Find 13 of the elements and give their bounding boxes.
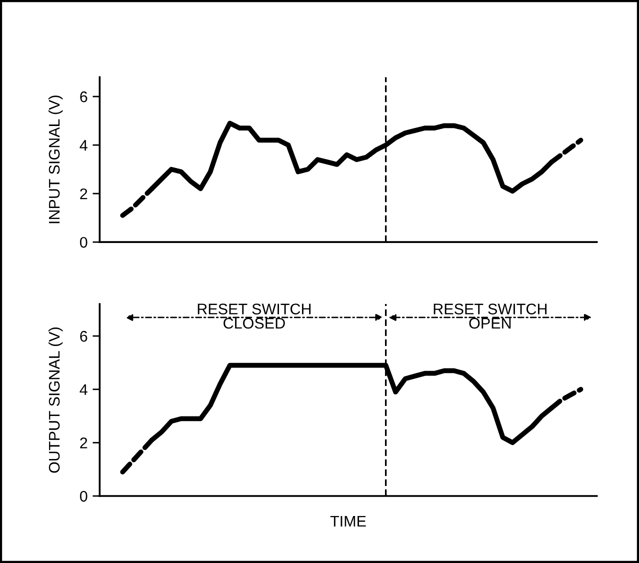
y-tick-label: 4 xyxy=(80,140,88,151)
y-tick-label: 4 xyxy=(80,384,88,395)
y-tick-label: 6 xyxy=(80,91,88,102)
y-tick-label: 6 xyxy=(80,330,88,342)
annotation: RESET SWITCH CLOSED xyxy=(198,304,311,329)
y-axis-title: INPUT SIGNAL (V) xyxy=(48,96,63,224)
x-axis-title: TIME xyxy=(330,516,366,527)
y-tick-label: 2 xyxy=(80,188,88,200)
annotation: RESET SWITCH OPEN xyxy=(434,304,547,329)
y-tick-label: 2 xyxy=(80,438,88,448)
y-tick-label: 0 xyxy=(80,490,88,502)
y-axis-title: OUTPUT SIGNAL (V) xyxy=(48,328,63,473)
y-tick-label: 0 xyxy=(80,236,88,248)
